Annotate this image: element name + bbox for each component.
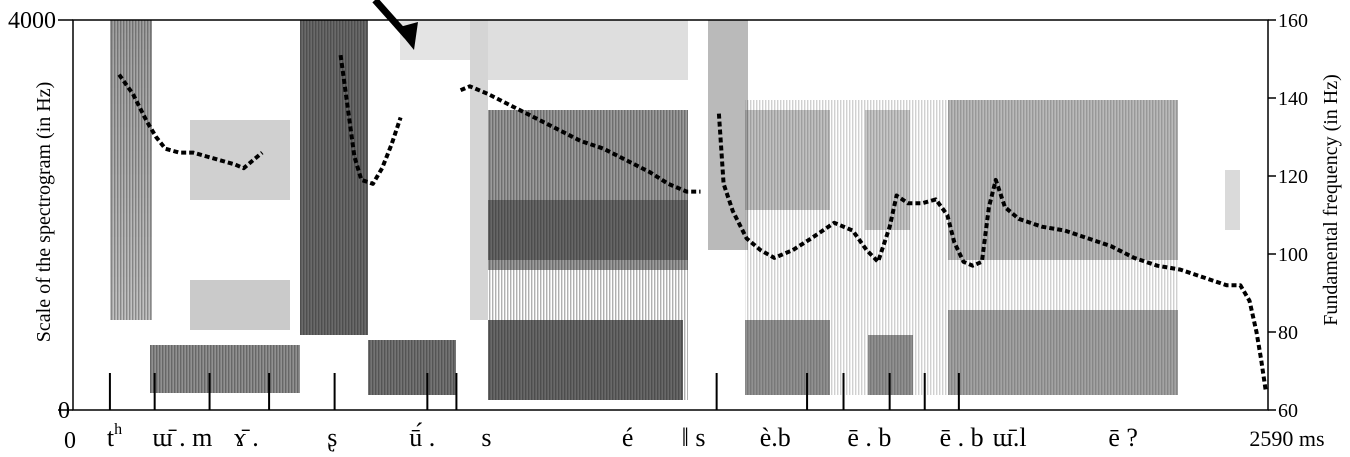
- segment-label: ɯ̄.l: [993, 423, 1027, 452]
- segment-label: é: [622, 423, 634, 452]
- segment-label: s: [481, 423, 491, 452]
- right-axis-label: Fundamental frequency (in Hz): [1320, 74, 1342, 326]
- right-tick-label: 160: [1278, 10, 1308, 32]
- segment-boundaries: [108, 373, 960, 410]
- segment-label: ū́ .: [409, 423, 435, 452]
- left-axis: 4000 0 Scale of the spectrogram (in Hz): [8, 8, 73, 424]
- segment-label: ē . b: [847, 423, 891, 452]
- segment-label: ʂ: [327, 423, 337, 452]
- right-axis: 60 80 100 120 140 160: [1268, 10, 1308, 422]
- f0-series-line: [117, 73, 264, 171]
- segment-label: ‖ s: [682, 423, 706, 452]
- f0-series-line: [716, 113, 1268, 391]
- right-tick-label: 100: [1278, 244, 1308, 266]
- left-tick-label-bottom: 0: [58, 398, 70, 424]
- segment-label: ē . b: [940, 423, 984, 452]
- segment-label: ē ?: [1108, 423, 1138, 452]
- segment-label: th: [107, 421, 122, 452]
- segment-label: è.b: [760, 423, 791, 452]
- right-tick-label: 120: [1278, 166, 1308, 188]
- f0-series-line: [338, 54, 403, 186]
- right-tick-label: 140: [1278, 88, 1308, 110]
- arrow-annotation: [372, 0, 418, 50]
- plot-frame: [72, 19, 1269, 411]
- f0-contour: [117, 54, 1268, 391]
- x-tick-label-start: 0: [64, 428, 76, 454]
- left-tick-label-top: 4000: [8, 8, 56, 34]
- x-tick-label-end: 2590 ms: [1249, 426, 1324, 451]
- segment-labels: th ɯ̄ . m ɤ̄ . ʂ ū́ . s é ‖ s è.b ē . b ē . b ɯ̄.l ē…: [107, 421, 1138, 452]
- right-tick-label: 60: [1278, 400, 1298, 422]
- spectrogram-image: [110, 20, 1240, 400]
- segment-label: ɤ̄ .: [234, 423, 259, 452]
- left-axis-label: Scale of the spectrogram (in Hz): [33, 82, 55, 342]
- right-tick-label: 80: [1278, 322, 1298, 344]
- segment-label: ɯ̄ . m: [152, 423, 212, 452]
